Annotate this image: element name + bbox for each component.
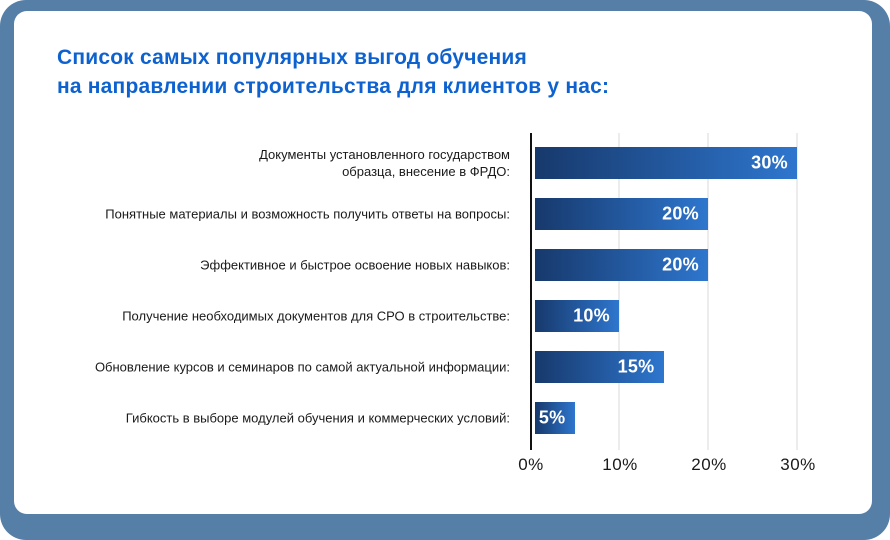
bar-row: Понятные материалы и возможность получит… — [14, 188, 872, 239]
bar-value-label: 20% — [662, 254, 699, 274]
bar: 30% — [535, 146, 797, 179]
chart-card: Список самых популярных выгод обучения н… — [14, 11, 872, 514]
bar: 10% — [535, 299, 619, 332]
bar-category-label: Обновление курсов и семинаров по самой а… — [94, 359, 510, 374]
x-axis: 0% 10% 20% 30% — [518, 455, 832, 479]
gridline — [618, 133, 620, 450]
bar-category-label: Документы установленного государством об… — [259, 146, 510, 179]
page-title: Список самых популярных выгод обучения н… — [57, 43, 609, 101]
bar: 5% — [535, 401, 575, 434]
bar-row: Обновление курсов и семинаров по самой а… — [14, 341, 872, 392]
bar-value-label: 20% — [662, 203, 699, 223]
bar-category-label: Эффективное и быстрое освоение новых нав… — [200, 257, 510, 272]
bar-value-label: 10% — [573, 305, 610, 325]
x-tick-label: 0% — [518, 455, 544, 474]
bar-row: Эффективное и быстрое освоение новых нав… — [14, 239, 872, 290]
x-tick-label: 20% — [691, 455, 727, 474]
y-axis-line — [530, 133, 532, 450]
bar-category-label: Получение необходимых документов для СРО… — [122, 308, 510, 323]
bar-value-label: 30% — [751, 152, 788, 172]
x-tick-label: 10% — [602, 455, 638, 474]
bar-chart: Документы установленного государством об… — [14, 137, 872, 443]
bar: 20% — [535, 248, 708, 281]
gridline — [707, 133, 709, 450]
page-title-line-1: Список самых популярных выгод обучения — [57, 46, 527, 69]
bar-category-label: Понятные материалы и возможность получит… — [105, 206, 510, 221]
x-tick-label: 30% — [780, 455, 816, 474]
bar-value-label: 15% — [617, 356, 655, 376]
page-title-line-2: на направлении строительства для клиенто… — [57, 75, 610, 98]
bar-row: Гибкость в выборе модулей обучения и ком… — [14, 392, 872, 443]
gridline — [796, 133, 798, 450]
bar-row: Получение необходимых документов для СРО… — [14, 290, 872, 341]
bar-category-label: Гибкость в выборе модулей обучения и ком… — [125, 410, 510, 425]
bar: 15% — [535, 350, 664, 383]
bar: 20% — [535, 197, 708, 230]
bar-value-label: 5% — [538, 407, 566, 427]
bar-row: Документы установленного государством об… — [14, 137, 872, 188]
chart-plot-area — [530, 133, 832, 450]
